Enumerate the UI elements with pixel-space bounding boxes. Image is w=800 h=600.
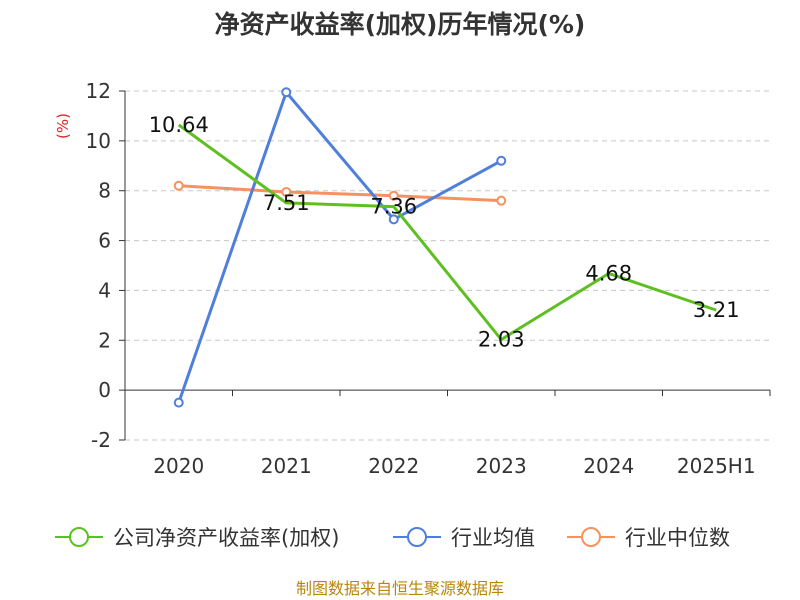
y-tick-label: 6: [98, 229, 111, 253]
x-tick-label: 2022: [368, 454, 419, 478]
series-point-1: [173, 397, 184, 408]
series-point-1: [496, 155, 507, 166]
data-label: 3.21: [693, 298, 740, 322]
data-label: 2.03: [478, 328, 525, 352]
x-tick-label: 2024: [583, 454, 634, 478]
legend: 公司净资产收益率(加权) 行业均值 行业中位数: [55, 526, 730, 550]
series-point-2: [388, 190, 399, 201]
y-tick-label: 2: [98, 328, 111, 352]
series-line-1: [177, 90, 502, 404]
source-note: 制图数据来自恒生聚源数据库: [296, 579, 504, 598]
y-tick-label: 10: [86, 129, 111, 153]
x-tick-label: 2020: [153, 454, 204, 478]
series-point-2: [496, 195, 507, 206]
data-label: 10.64: [149, 113, 209, 137]
y-tick-label: 0: [98, 378, 111, 402]
y-tick-label: 12: [86, 79, 111, 103]
chart-title: 净资产收益率(加权)历年情况(%): [215, 10, 586, 39]
series-point-2: [173, 180, 184, 191]
legend-label-2: 行业中位数: [625, 526, 730, 550]
axes: -2 0 2 4 6 8 10 12 2020 2021 2022 2023 2024 2025H1: [86, 79, 771, 478]
series-point-1: [281, 87, 292, 98]
series-line-2: [178, 184, 502, 203]
y-tick-label: 8: [98, 179, 111, 203]
legend-label-0: 公司净资产收益率(加权): [113, 526, 339, 550]
y-tick-label: 4: [98, 278, 111, 302]
series-layer: [173, 87, 717, 408]
data-labels: 10.64 7.51 7.36 2.03 4.68 3.21: [149, 113, 740, 352]
x-tick-label: 2023: [476, 454, 527, 478]
legend-label-1: 行业均值: [451, 526, 535, 550]
y-tick-label: -2: [91, 428, 111, 452]
x-tick-label: 2021: [261, 454, 312, 478]
data-label: 7.51: [263, 191, 310, 215]
series-point-1: [388, 214, 399, 225]
series-line-0: [177, 123, 717, 342]
data-label: 4.68: [585, 261, 632, 285]
grid-lines: [125, 90, 770, 441]
legend-marker-1: [407, 527, 427, 547]
legend-marker-2: [581, 527, 601, 547]
y-axis-unit-label: (%): [54, 113, 72, 139]
data-label: 7.36: [370, 195, 417, 219]
series-point-2: [281, 186, 292, 197]
x-tick-label: 2025H1: [677, 454, 756, 478]
legend-marker-0: [69, 527, 89, 547]
